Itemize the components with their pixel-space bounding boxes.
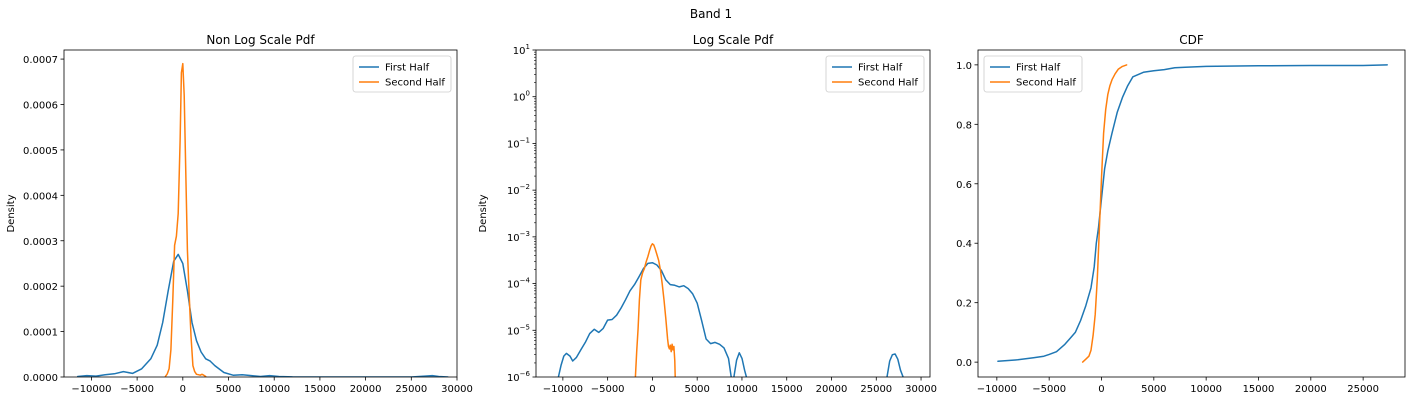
non-log-pdf-xtick-label: 30000 bbox=[441, 384, 473, 395]
non-log-pdf-xtick-label: 0 bbox=[180, 384, 186, 395]
cdf-legend-label-second-half: Second Half bbox=[1016, 78, 1076, 89]
panel-cdf: −10000 −5000 0 5000 10000 15000 20000 25000 0.0 0… bbox=[956, 33, 1406, 395]
non-log-pdf-plot-area bbox=[76, 62, 449, 377]
non-log-pdf-xtick-label: 15000 bbox=[304, 384, 336, 395]
log-pdf-ytick-label: 10−5 bbox=[507, 323, 530, 337]
cdf-ytick-label: 0.8 bbox=[956, 120, 972, 131]
log-pdf-xtick-label: 10000 bbox=[726, 384, 758, 395]
cdf-series-second-half-line bbox=[1081, 64, 1128, 363]
non-log-pdf-series-second-half-line bbox=[164, 62, 207, 377]
cdf-series-first-half-line bbox=[997, 64, 1388, 362]
cdf-ytick-label: 0.6 bbox=[956, 180, 972, 191]
non-log-pdf-xtick-label: 25000 bbox=[395, 384, 427, 395]
log-pdf-ytick-label: 101 bbox=[513, 43, 530, 57]
log-pdf-xtick-label: 15000 bbox=[771, 384, 803, 395]
log-pdf-title: Log Scale Pdf bbox=[693, 33, 774, 47]
non-log-pdf-ytick-label: 0.0003 bbox=[23, 237, 58, 248]
non-log-pdf-ytick-label: 0.0001 bbox=[23, 328, 58, 339]
non-log-pdf-series-first-half-line bbox=[76, 253, 449, 377]
cdf-legend-label-first-half: First Half bbox=[1016, 63, 1061, 74]
non-log-pdf-ytick-label: 0.0005 bbox=[23, 146, 58, 157]
log-pdf-series-first-half-line-1 bbox=[557, 261, 732, 377]
panel-log-pdf: −10000 −5000 0 5000 10000 15000 20000 25000 3000… bbox=[478, 33, 937, 395]
log-pdf-ytick-label: 10−6 bbox=[507, 370, 531, 384]
non-log-pdf-ylabel: Density bbox=[6, 194, 17, 232]
non-log-pdf-legend-label-first-half: First Half bbox=[385, 63, 430, 74]
log-pdf-xtick-label: 0 bbox=[649, 384, 655, 395]
non-log-pdf-xtick-label: −10000 bbox=[71, 384, 111, 395]
non-log-pdf-ytick-label: 0.0007 bbox=[23, 55, 58, 66]
cdf-xtick-label: 10000 bbox=[1190, 384, 1222, 395]
log-pdf-ytick-label: 100 bbox=[513, 90, 530, 104]
log-pdf-ytick-label: 10−2 bbox=[507, 183, 530, 197]
cdf-xtick-label: 20000 bbox=[1295, 384, 1327, 395]
log-pdf-axes-frame bbox=[535, 49, 931, 378]
non-log-pdf-legend: First Half Second Half bbox=[352, 55, 452, 93]
log-pdf-xtick-label: −5000 bbox=[591, 384, 625, 395]
log-pdf-legend: First Half Second Half bbox=[825, 55, 925, 93]
cdf-legend: First Half Second Half bbox=[983, 55, 1083, 93]
log-pdf-xtick-label: 20000 bbox=[816, 384, 848, 395]
cdf-plot-area bbox=[997, 64, 1388, 363]
log-pdf-legend-box bbox=[825, 55, 925, 93]
log-pdf-legend-label-second-half: Second Half bbox=[858, 78, 918, 89]
non-log-pdf-axes-frame bbox=[63, 49, 458, 378]
log-pdf-legend-label-first-half: First Half bbox=[858, 63, 903, 74]
cdf-title: CDF bbox=[1179, 33, 1204, 47]
non-log-pdf-xtick-label: −5000 bbox=[120, 384, 154, 395]
cdf-ytick-label: 0.0 bbox=[956, 358, 972, 369]
non-log-pdf-ytick-label: 0.0002 bbox=[23, 282, 58, 293]
non-log-pdf-title: Non Log Scale Pdf bbox=[206, 33, 315, 47]
cdf-ytick-label: 0.2 bbox=[956, 299, 972, 310]
cdf-legend-box bbox=[983, 55, 1083, 93]
cdf-xtick-label: 15000 bbox=[1243, 384, 1275, 395]
log-pdf-ytick-label: 10−1 bbox=[507, 136, 530, 150]
cdf-axes-frame bbox=[977, 49, 1406, 378]
log-pdf-ytick-label: 10−4 bbox=[507, 277, 531, 291]
non-log-pdf-legend-box bbox=[352, 55, 452, 93]
cdf-xtick-label: 0 bbox=[1098, 384, 1104, 395]
cdf-ytick-label: 0.4 bbox=[956, 239, 972, 250]
cdf-xtick-label: −5000 bbox=[1032, 384, 1066, 395]
cdf-ytick-label: 1.0 bbox=[956, 61, 972, 72]
log-pdf-plot-area bbox=[557, 243, 904, 377]
panel-non-log-pdf: −10000 −5000 0 5000 10000 15000 20000 25000 3000… bbox=[6, 33, 473, 395]
non-log-pdf-ytick-label: 0.0006 bbox=[23, 101, 58, 112]
cdf-xtick-label: −10000 bbox=[977, 384, 1017, 395]
log-pdf-series-second-half-line bbox=[634, 243, 676, 377]
non-log-pdf-xtick-label: 5000 bbox=[216, 384, 241, 395]
non-log-pdf-legend-label-second-half: Second Half bbox=[385, 78, 445, 89]
log-pdf-ytick-label: 10−3 bbox=[507, 230, 530, 244]
log-pdf-xtick-label: 5000 bbox=[684, 384, 709, 395]
non-log-pdf-ytick-label: 0.0000 bbox=[23, 373, 58, 384]
cdf-xtick-label: 5000 bbox=[1141, 384, 1166, 395]
log-pdf-xtick-label: 25000 bbox=[860, 384, 892, 395]
log-pdf-xtick-label: 30000 bbox=[905, 384, 937, 395]
non-log-pdf-xtick-label: 20000 bbox=[350, 384, 382, 395]
log-pdf-series-first-half-line-2 bbox=[733, 352, 748, 377]
non-log-pdf-xtick-label: 10000 bbox=[258, 384, 290, 395]
figure-suptitle: Band 1 bbox=[690, 7, 732, 21]
cdf-xtick-label: 25000 bbox=[1347, 384, 1379, 395]
log-pdf-xtick-label: −10000 bbox=[543, 384, 583, 395]
log-pdf-series-first-half-line-3 bbox=[886, 353, 904, 377]
non-log-pdf-ytick-label: 0.0004 bbox=[23, 191, 58, 202]
log-pdf-ylabel: Density bbox=[478, 194, 489, 232]
